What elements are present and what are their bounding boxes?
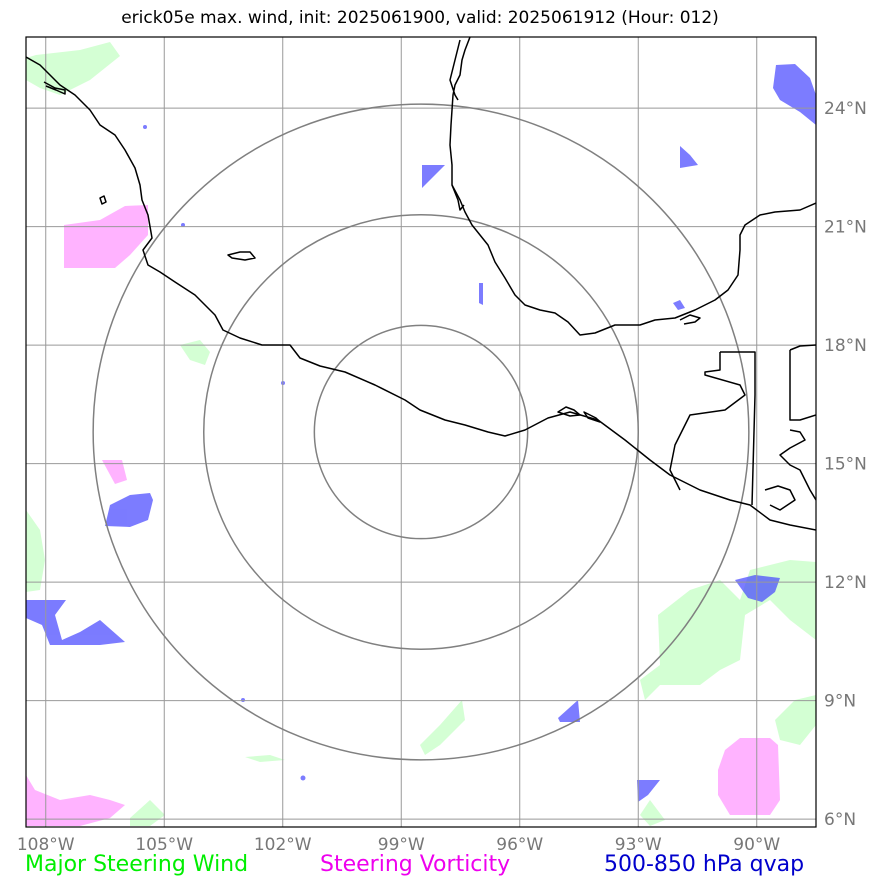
longitude-tick-label: 105°W bbox=[135, 835, 193, 855]
range-ring bbox=[203, 214, 639, 650]
latitude-tick-label: 9°N bbox=[824, 692, 856, 712]
latitude-tick-label: 12°N bbox=[824, 573, 867, 593]
map-title: erick05e max. wind, init: 2025061900, va… bbox=[121, 8, 719, 28]
latitude-tick-label: 24°N bbox=[824, 99, 867, 119]
legend-major-steering-wind: Major Steering Wind bbox=[25, 852, 249, 877]
qvap-layer bbox=[26, 64, 816, 802]
range-rings bbox=[92, 103, 750, 761]
longitude-tick-label: 90°W bbox=[733, 835, 780, 855]
longitude-tick-label: 108°W bbox=[17, 835, 75, 855]
longitude-tick-label: 102°W bbox=[254, 835, 312, 855]
legend-qvap: 500-850 hPa qvap bbox=[604, 852, 805, 877]
latitude-tick-label: 6°N bbox=[824, 810, 856, 830]
coastline bbox=[26, 37, 816, 531]
latitude-tick-labels: 6°N 9°N 12°N 15°N 18°N 21°N 24°N bbox=[824, 99, 867, 830]
latitude-tick-label: 21°N bbox=[824, 218, 867, 238]
map-frame bbox=[25, 36, 817, 828]
longitude-tick-label: 99°W bbox=[378, 835, 425, 855]
longitude-tick-label: 96°W bbox=[496, 835, 543, 855]
legend-steering-vorticity: Steering Vorticity bbox=[320, 852, 511, 877]
graticule bbox=[26, 37, 816, 827]
range-ring bbox=[313, 324, 529, 540]
steering-vorticity-layer bbox=[26, 205, 780, 826]
steering-wind-layer bbox=[26, 42, 816, 826]
range-ring bbox=[92, 103, 750, 761]
latitude-tick-label: 18°N bbox=[824, 336, 867, 356]
latitude-tick-label: 15°N bbox=[824, 455, 867, 475]
longitude-tick-label: 93°W bbox=[615, 835, 662, 855]
longitude-tick-labels: 108°W 105°W 102°W 99°W 96°W 93°W 90°W bbox=[17, 835, 781, 855]
